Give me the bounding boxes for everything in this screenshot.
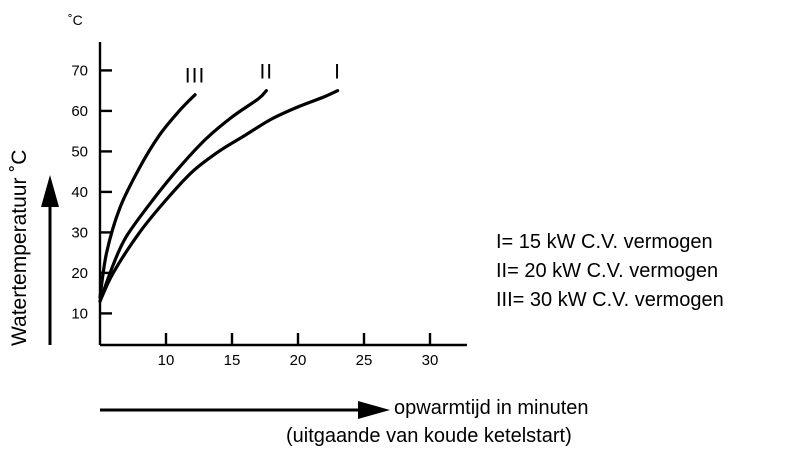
x-tick-label: 25: [356, 352, 373, 369]
y-tick-label: 30: [71, 224, 88, 241]
x-tick-label: 20: [290, 352, 307, 369]
y-tick-label: 10: [71, 305, 88, 322]
curve-label-II: II: [259, 61, 273, 84]
y-tick-label: 60: [71, 103, 88, 120]
curve-II: [98, 89, 268, 303]
legend-entry-III: III= 30 kW C.V. vermogen: [496, 289, 724, 311]
curve-III: [98, 93, 197, 299]
x-tick-label: 30: [422, 352, 439, 369]
y-tick-label: 40: [71, 184, 88, 201]
axes: [98, 42, 467, 347]
curves: [98, 89, 340, 303]
x-tick-label: 15: [224, 352, 241, 369]
y-axis-title: Watertemperatuur ˚C: [8, 149, 31, 346]
x-axis-subtitle: (uitgaande van koude ketelstart): [286, 425, 572, 447]
arrows: [41, 175, 390, 419]
curve-I: [98, 89, 340, 303]
y-unit-label: ˚C: [68, 12, 83, 28]
y-tick-label: 20: [71, 265, 88, 282]
legend: I= 15 kW C.V. vermogen II= 20 kW C.V. ve…: [496, 228, 724, 315]
y-arrow-head: [41, 175, 59, 207]
legend-entry-I: I= 15 kW C.V. vermogen: [496, 231, 713, 253]
x-arrow-head: [358, 401, 390, 419]
x-tick-label: 10: [158, 352, 175, 369]
x-axis-title: opwarmtijd in minuten: [394, 397, 589, 419]
legend-entry-II: II= 20 kW C.V. vermogen: [496, 260, 719, 282]
curve-label-I: I: [334, 61, 341, 84]
curve-label-III: III: [185, 65, 206, 88]
y-tick-label: 50: [71, 143, 88, 160]
ticks: 10 20 30 40 50 60 70 10 15 20 25 30: [71, 62, 438, 369]
y-tick-label: 70: [71, 62, 88, 79]
